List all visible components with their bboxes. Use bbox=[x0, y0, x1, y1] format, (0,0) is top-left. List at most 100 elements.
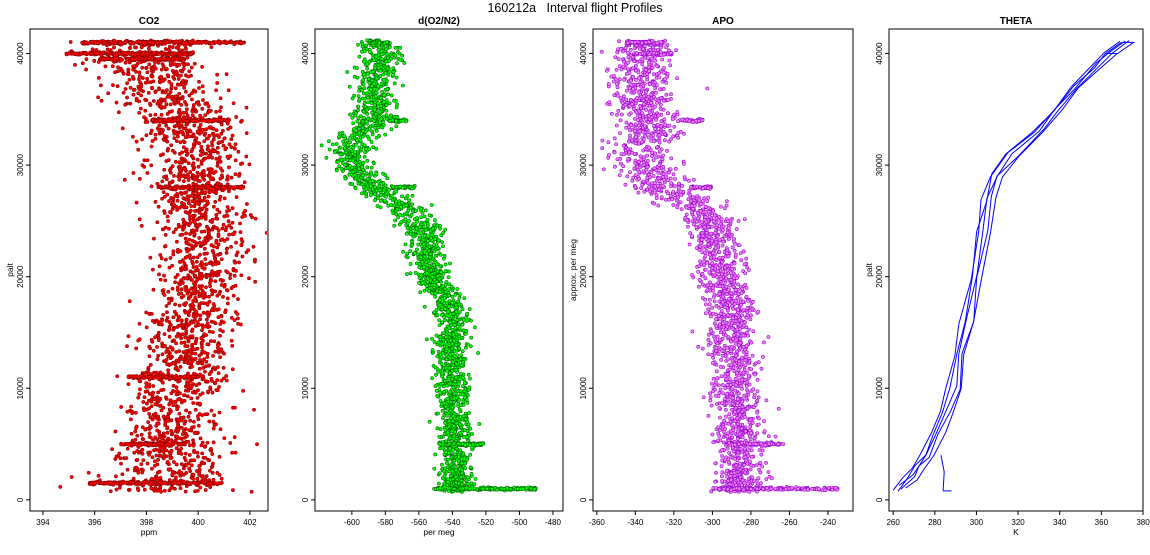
data-point bbox=[195, 186, 198, 189]
data-point bbox=[218, 253, 221, 256]
data-point bbox=[184, 452, 187, 455]
data-point bbox=[134, 438, 137, 441]
data-point bbox=[191, 110, 194, 113]
chart-panel-2: d(O2/N2)-600-580-560-540-520-500-4800100… bbox=[301, 16, 563, 537]
data-point bbox=[165, 175, 168, 178]
data-point bbox=[70, 475, 73, 478]
data-point bbox=[165, 40, 168, 43]
data-point bbox=[167, 200, 170, 203]
data-point bbox=[132, 477, 135, 480]
data-point bbox=[226, 178, 229, 181]
data-point bbox=[157, 100, 160, 103]
data-point bbox=[346, 144, 349, 147]
data-point bbox=[180, 175, 183, 178]
data-point bbox=[356, 43, 359, 46]
data-point bbox=[201, 207, 204, 210]
data-point bbox=[208, 330, 211, 333]
data-point bbox=[157, 400, 160, 403]
data-point bbox=[175, 386, 178, 389]
data-point bbox=[232, 102, 235, 105]
data-point bbox=[211, 144, 214, 147]
data-point bbox=[183, 375, 186, 378]
data-point bbox=[176, 319, 179, 322]
data-point bbox=[211, 452, 214, 455]
data-point bbox=[159, 404, 162, 407]
data-point bbox=[245, 155, 248, 158]
data-point bbox=[188, 94, 191, 97]
data-point bbox=[219, 278, 222, 281]
data-point bbox=[239, 162, 242, 165]
data-point bbox=[162, 228, 165, 231]
data-point bbox=[188, 467, 191, 470]
data-point bbox=[233, 260, 236, 263]
data-point bbox=[136, 467, 139, 470]
data-point bbox=[348, 113, 351, 116]
data-point bbox=[222, 321, 225, 324]
data-point bbox=[216, 81, 219, 84]
data-point bbox=[149, 416, 152, 419]
data-point bbox=[206, 343, 209, 346]
data-point bbox=[213, 340, 216, 343]
data-point bbox=[162, 274, 165, 277]
x-tick-label: -540 bbox=[444, 518, 461, 527]
data-point bbox=[172, 250, 175, 253]
data-point bbox=[170, 85, 173, 88]
data-point bbox=[59, 485, 62, 488]
data-point bbox=[115, 488, 118, 491]
data-point bbox=[211, 263, 214, 266]
data-point bbox=[136, 434, 139, 437]
data-point bbox=[173, 310, 176, 313]
data-point bbox=[197, 192, 200, 195]
data-point bbox=[178, 304, 181, 307]
data-point bbox=[193, 41, 196, 44]
data-point bbox=[140, 433, 143, 436]
data-point bbox=[218, 211, 221, 214]
data-point bbox=[409, 272, 412, 275]
data-point bbox=[204, 365, 207, 368]
data-point bbox=[183, 168, 186, 171]
data-point bbox=[195, 110, 198, 113]
data-point bbox=[132, 443, 135, 446]
data-point bbox=[203, 445, 206, 448]
data-point bbox=[134, 430, 137, 433]
data-point bbox=[185, 153, 188, 156]
data-point bbox=[441, 409, 444, 412]
data-point bbox=[395, 125, 398, 128]
data-point bbox=[151, 391, 154, 394]
data-point bbox=[231, 344, 234, 347]
data-point bbox=[193, 62, 196, 65]
data-point bbox=[210, 409, 213, 412]
data-point bbox=[168, 335, 171, 338]
data-point bbox=[171, 52, 174, 55]
data-point bbox=[69, 40, 72, 43]
data-point bbox=[159, 253, 162, 256]
data-point bbox=[140, 57, 143, 60]
data-point bbox=[119, 462, 122, 465]
data-point bbox=[145, 52, 148, 55]
data-point bbox=[206, 202, 209, 205]
data-point bbox=[215, 129, 218, 132]
y-tick-label: 0 bbox=[16, 497, 25, 502]
data-point bbox=[171, 69, 174, 72]
data-point bbox=[159, 490, 162, 493]
data-point bbox=[106, 57, 109, 60]
data-point bbox=[132, 376, 135, 379]
data-point bbox=[142, 400, 145, 403]
data-point bbox=[198, 354, 201, 357]
data-layer bbox=[320, 39, 537, 494]
data-point bbox=[234, 241, 237, 244]
data-point bbox=[206, 355, 209, 358]
data-point bbox=[229, 41, 232, 44]
data-point bbox=[182, 294, 185, 297]
data-point bbox=[148, 102, 151, 105]
data-point bbox=[175, 435, 178, 438]
data-point bbox=[143, 165, 146, 168]
data-point bbox=[230, 339, 233, 342]
data-point bbox=[152, 349, 155, 352]
data-point bbox=[155, 454, 158, 457]
data-point bbox=[197, 203, 200, 206]
data-point bbox=[192, 420, 195, 423]
data-point bbox=[149, 436, 152, 439]
data-point bbox=[175, 70, 178, 73]
data-point bbox=[191, 155, 194, 158]
